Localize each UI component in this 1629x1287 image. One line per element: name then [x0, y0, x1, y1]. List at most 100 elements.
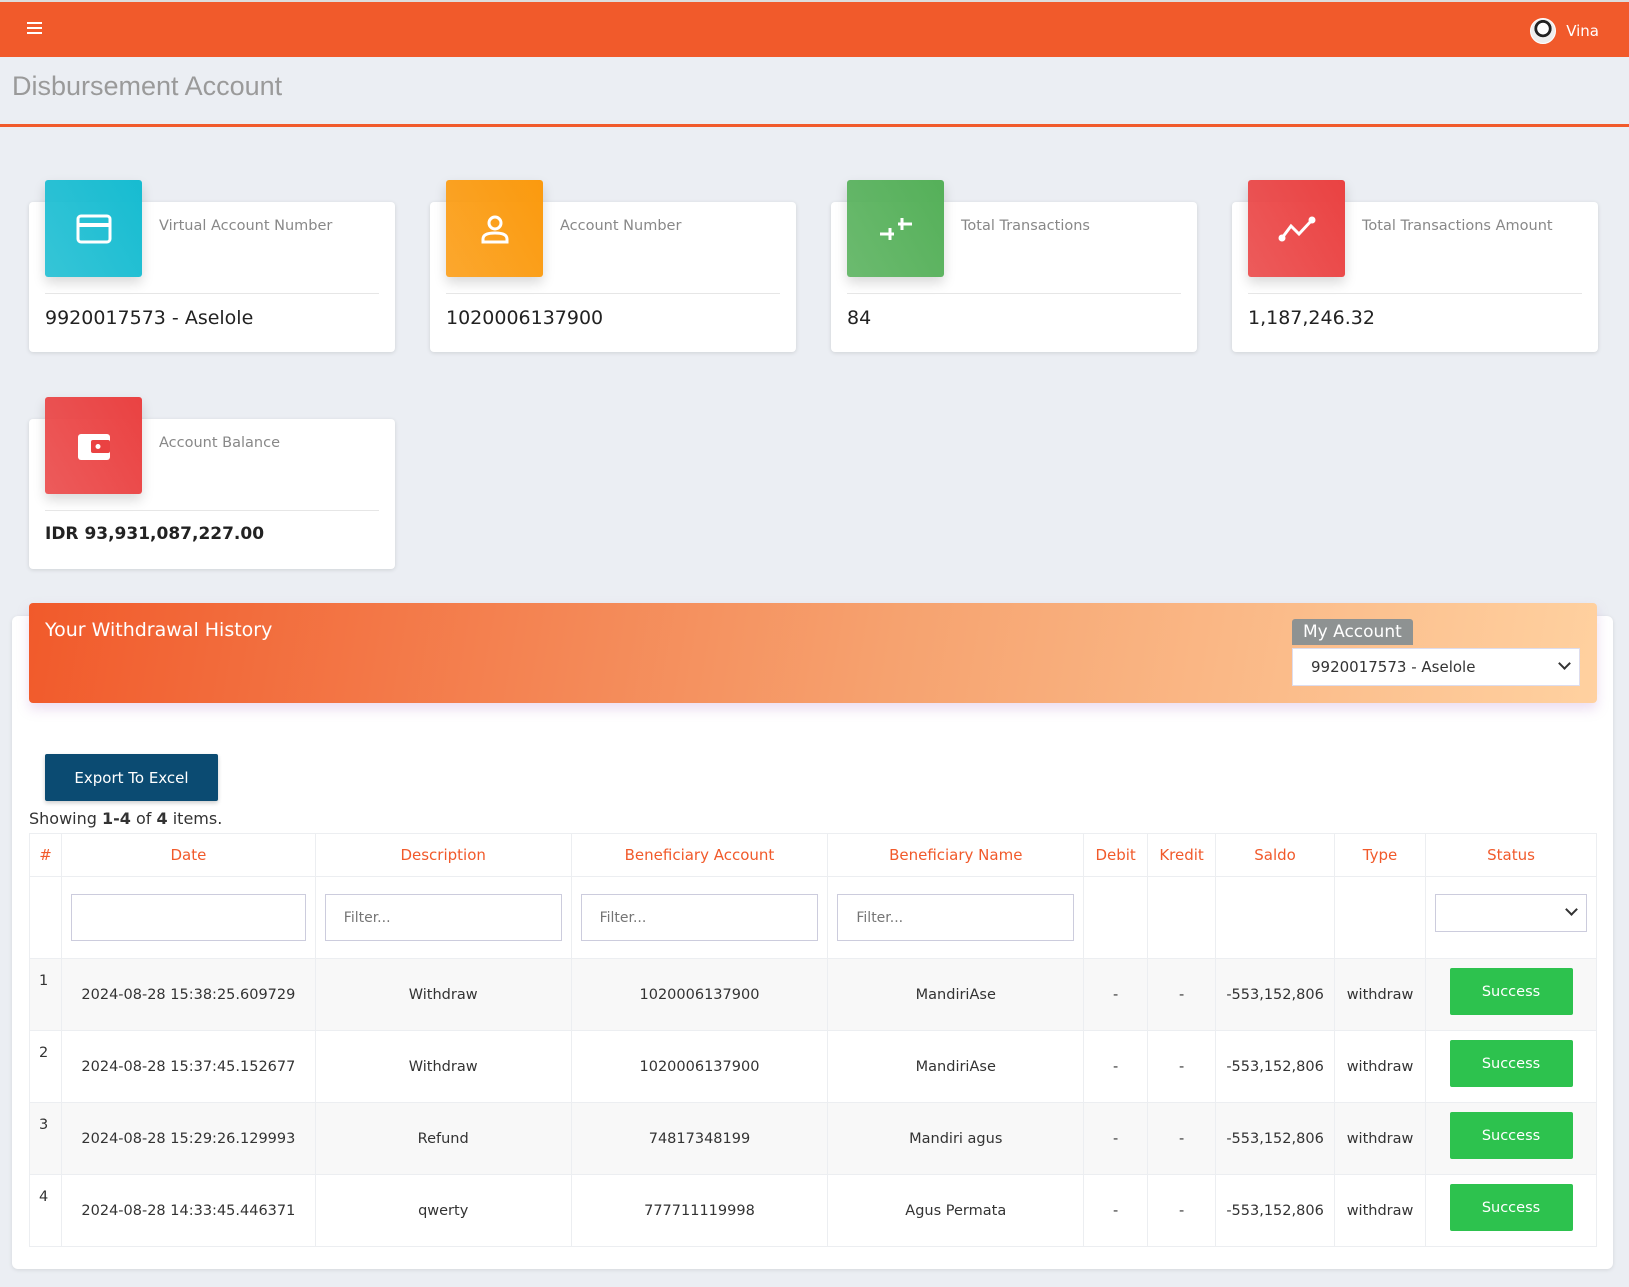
wallet-icon: [45, 397, 142, 494]
user-icon: [446, 180, 543, 277]
hamburger-menu-icon[interactable]: [27, 22, 42, 36]
cell-debit: -: [1083, 1030, 1149, 1103]
column-header[interactable]: Status: [1425, 833, 1597, 877]
pagination-summary: Showing 1-4 of 4 items.: [29, 809, 223, 828]
chevron-down-icon: [1565, 902, 1578, 916]
cell-saldo: -553,152,806: [1215, 958, 1336, 1031]
date-filter-input[interactable]: [70, 894, 306, 941]
column-header[interactable]: Beneficiary Name: [827, 833, 1085, 877]
chevron-down-icon: [1558, 657, 1571, 670]
cell-debit: -: [1083, 1174, 1149, 1247]
export-to-excel-button[interactable]: Export To Excel: [45, 754, 218, 801]
stat-label: Total Transactions Amount: [1362, 218, 1553, 234]
stat-label: Total Transactions: [961, 218, 1090, 234]
table-row: 1 2024-08-28 15:38:25.609729 Withdraw 10200…: [29, 958, 1597, 1031]
column-header[interactable]: Type: [1334, 833, 1427, 877]
cell-name: MandiriAse: [827, 1030, 1085, 1103]
status-success-button[interactable]: Success: [1449, 968, 1573, 1015]
trend-line-icon: [1248, 180, 1345, 277]
stat-value: 1,187,246.32: [1248, 307, 1375, 329]
stat-card: Account Number 1020006137900: [430, 180, 796, 352]
stat-label: Account Number: [560, 218, 682, 234]
row-number: 2: [29, 1030, 62, 1103]
cell-desc: qwerty: [314, 1174, 572, 1247]
cell-type: withdraw: [1334, 1030, 1427, 1103]
beneficiary-name-filter-input[interactable]: [837, 894, 1075, 941]
cell-kredit: -: [1147, 958, 1217, 1031]
cell-saldo: -553,152,806: [1215, 1030, 1336, 1103]
cell-type: withdraw: [1334, 1102, 1427, 1175]
cell-debit: -: [1083, 1102, 1149, 1175]
divider: [45, 293, 379, 294]
column-header[interactable]: Description: [314, 833, 572, 877]
cell-date: 2024-08-28 15:37:45.152677: [60, 1030, 316, 1103]
cell-acct: 1020006137900: [570, 958, 829, 1031]
table-row: 3 2024-08-28 15:29:26.129993 Refund 7481734…: [29, 1102, 1597, 1175]
cell-type: withdraw: [1334, 1174, 1427, 1247]
my-account-label: My Account: [1292, 619, 1413, 645]
cell-saldo: -553,152,806: [1215, 1102, 1336, 1175]
credit-card-icon: [45, 180, 142, 277]
stat-card: Total Transactions Amount 1,187,246.32: [1232, 180, 1598, 352]
cell-saldo: -553,152,806: [1215, 1174, 1336, 1247]
divider: [1248, 293, 1582, 294]
stat-label: Virtual Account Number: [159, 218, 333, 234]
stat-value: 9920017573 - Aselole: [45, 307, 254, 329]
table-row: 4 2024-08-28 14:33:45.446371 qwerty 7777111…: [29, 1174, 1597, 1247]
stat-label: Account Balance: [159, 435, 280, 451]
row-number: 3: [29, 1102, 62, 1175]
beneficiary-account-filter-input[interactable]: [580, 894, 819, 941]
status-success-button[interactable]: Success: [1449, 1184, 1573, 1231]
withdrawal-history-header: Your Withdrawal History My Account 99200…: [29, 603, 1597, 703]
cell-type: withdraw: [1334, 958, 1427, 1031]
stat-card: Total Transactions 84: [831, 180, 1197, 352]
column-header[interactable]: Debit: [1083, 833, 1149, 877]
avatar: [1530, 18, 1557, 44]
account-select[interactable]: 9920017573 - Aselole: [1292, 648, 1580, 686]
status-success-button[interactable]: Success: [1449, 1112, 1573, 1159]
cell-desc: Withdraw: [314, 958, 572, 1031]
stat-card: Virtual Account Number 9920017573 - Asel…: [29, 180, 395, 352]
stat-value: 84: [847, 307, 872, 329]
cell-desc: Withdraw: [314, 1030, 572, 1103]
column-header: #: [29, 833, 62, 877]
cell-acct: 1020006137900: [570, 1030, 829, 1103]
cell-kredit: -: [1147, 1030, 1217, 1103]
cell-name: MandiriAse: [827, 958, 1085, 1031]
column-header[interactable]: Beneficiary Account: [570, 833, 829, 877]
row-number: 4: [29, 1174, 62, 1247]
section-title: Your Withdrawal History: [45, 619, 273, 641]
cell-kredit: -: [1147, 1102, 1217, 1175]
column-header[interactable]: Date: [60, 833, 316, 877]
top-navbar: Vina: [0, 0, 1629, 57]
withdrawal-table: # Date Description Beneficiary Account Benef…: [29, 833, 1597, 1247]
user-name: Vina: [1566, 22, 1599, 40]
cell-name: Agus Permata: [827, 1174, 1085, 1247]
transfer-arrows-icon: [847, 180, 944, 277]
divider: [45, 510, 379, 511]
divider: [446, 293, 780, 294]
column-header[interactable]: Kredit: [1147, 833, 1217, 877]
page-title: Disbursement Account: [12, 71, 283, 101]
row-number: 1: [29, 958, 62, 1031]
stat-value: 1020006137900: [446, 307, 604, 329]
filter-row: [29, 876, 1597, 959]
cell-name: Mandiri agus: [827, 1102, 1085, 1175]
stat-value: IDR 93,931,087,227.00: [45, 524, 265, 544]
cell-date: 2024-08-28 15:38:25.609729: [60, 958, 316, 1031]
cell-date: 2024-08-28 15:29:26.129993: [60, 1102, 316, 1175]
user-menu[interactable]: Vina: [1530, 18, 1599, 44]
status-success-button[interactable]: Success: [1449, 1040, 1573, 1087]
account-select-value: 9920017573 - Aselole: [1311, 658, 1476, 676]
table-row: 2 2024-08-28 15:37:45.152677 Withdraw 10200…: [29, 1030, 1597, 1103]
cell-acct: 74817348199: [570, 1102, 829, 1175]
divider: [847, 293, 1181, 294]
cell-kredit: -: [1147, 1174, 1217, 1247]
cell-debit: -: [1083, 958, 1149, 1031]
cell-acct: 777711119998: [570, 1174, 829, 1247]
description-filter-input[interactable]: [324, 894, 562, 941]
status-filter-select[interactable]: [1435, 893, 1587, 932]
column-header[interactable]: Saldo: [1215, 833, 1336, 877]
page-header: Disbursement Account: [0, 57, 1629, 127]
cell-date: 2024-08-28 14:33:45.446371: [60, 1174, 316, 1247]
